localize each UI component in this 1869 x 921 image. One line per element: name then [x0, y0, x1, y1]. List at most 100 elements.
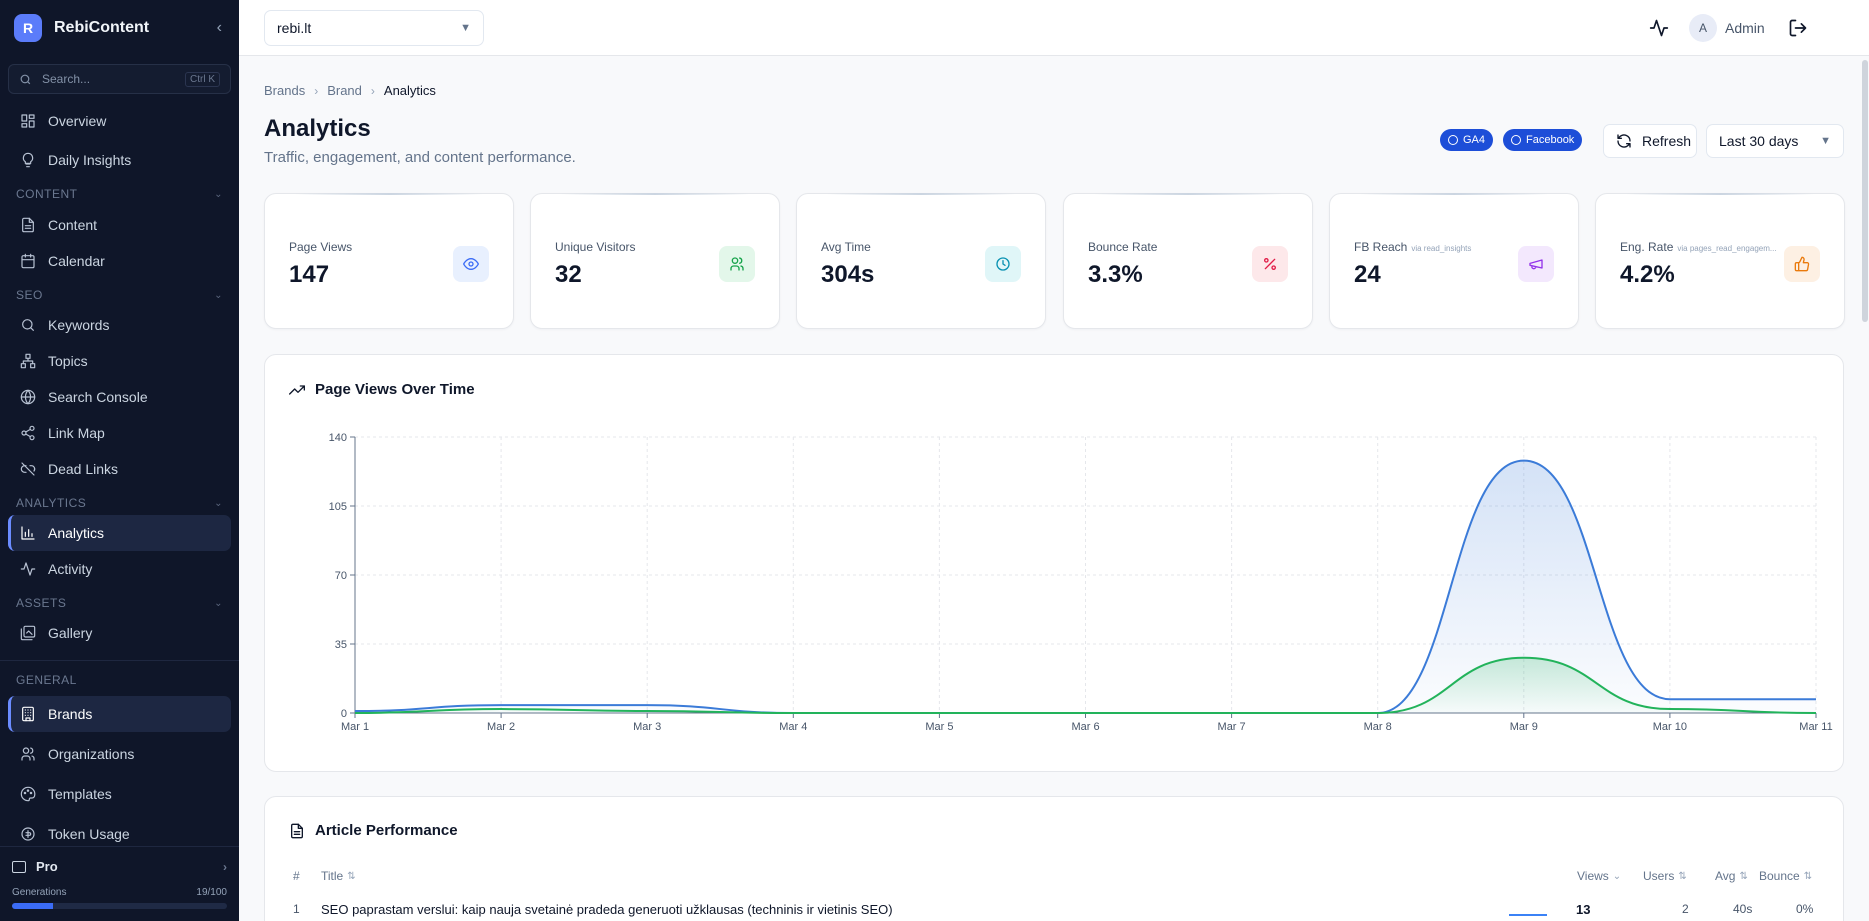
- sidebar-item-organizations[interactable]: Organizations: [8, 736, 231, 772]
- calendar-icon: [21, 253, 35, 269]
- sidebar-item-gallery[interactable]: Gallery: [8, 615, 231, 651]
- period-select[interactable]: Last 30 days ▼: [1706, 124, 1844, 158]
- sidebar-item-dead-links[interactable]: Dead Links: [8, 451, 231, 487]
- divider: [0, 660, 239, 661]
- generations-row: Generations 19/100: [12, 887, 227, 898]
- column-header-avg[interactable]: Avg ⇅: [1715, 869, 1748, 883]
- sidebar-item-overview[interactable]: Overview: [8, 103, 231, 139]
- x-tick-label: Mar 3: [633, 721, 661, 733]
- kpi-card-unique-visitors: Unique Visitors 32: [530, 193, 780, 329]
- section-assets[interactable]: ASSETS ⌄: [16, 596, 223, 610]
- chart-card-title-text: Page Views Over Time: [315, 381, 475, 398]
- breadcrumb: Brands › Brand › Analytics: [264, 83, 436, 98]
- column-header-users[interactable]: Users ⇅: [1643, 869, 1687, 883]
- kpi-value: 24: [1354, 261, 1381, 288]
- building-icon: [22, 706, 34, 722]
- column-header-label: Title: [321, 869, 344, 883]
- kpi-label: Page Views: [289, 240, 352, 254]
- sort-icon: ⇅: [1739, 870, 1748, 882]
- check-circle-icon: [1448, 135, 1458, 145]
- period-select-value: Last 30 days: [1719, 133, 1799, 149]
- sort-icon: ⇅: [1803, 870, 1813, 882]
- sidebar-item-search-console[interactable]: Search Console: [8, 379, 231, 415]
- bar-chart-icon: [21, 526, 35, 540]
- row-title[interactable]: SEO paprastam verslui: kaip nauja svetai…: [321, 902, 893, 917]
- page-scrollbar[interactable]: [1861, 60, 1869, 330]
- topbar-actions: A Admin: [1569, 0, 1869, 56]
- sidebar-item-label: Search Console: [48, 389, 148, 405]
- coins-icon: [21, 827, 35, 841]
- thumbs-up-icon: [1784, 246, 1820, 282]
- sidebar-item-daily-insights[interactable]: Daily Insights: [8, 142, 231, 178]
- activity-icon: [20, 562, 36, 576]
- sidebar-item-brands[interactable]: Brands: [8, 696, 231, 732]
- column-header-title[interactable]: Title ⇅: [321, 869, 356, 883]
- app-name: RebiContent: [54, 19, 150, 36]
- chevron-down-icon: ⌄: [214, 289, 223, 301]
- sidebar-item-label: Organizations: [48, 746, 135, 762]
- chevron-down-icon: ▼: [1820, 135, 1831, 147]
- section-content[interactable]: CONTENT ⌄: [16, 187, 223, 201]
- column-header-views[interactable]: Views ⌄: [1577, 869, 1621, 883]
- kpi-card-page-views: Page Views 147: [264, 193, 514, 329]
- section-seo[interactable]: SEO ⌄: [16, 288, 223, 302]
- sidebar-item-label: Brands: [48, 706, 93, 722]
- kpi-label: Eng. Rate via pages_read_engagem...: [1620, 240, 1777, 254]
- column-header-bounce[interactable]: Bounce ⇅: [1759, 869, 1812, 883]
- breadcrumb-item-brands[interactable]: Brands: [264, 83, 306, 98]
- generations-progress: [12, 903, 227, 909]
- chevron-right-icon: ›: [370, 83, 375, 98]
- site-select[interactable]: rebi.lt ▼: [264, 10, 484, 46]
- scrollbar-thumb[interactable]: [1862, 60, 1868, 322]
- user-name[interactable]: Admin: [1725, 20, 1765, 36]
- collapse-sidebar-icon[interactable]: ‹: [216, 19, 222, 36]
- sidebar-item-keywords[interactable]: Keywords: [8, 307, 231, 343]
- generations-count: 19/100: [196, 887, 227, 898]
- breadcrumb-item-brand[interactable]: Brand: [327, 83, 362, 98]
- x-tick-label: Mar 2: [487, 721, 515, 733]
- x-tick-label: Mar 1: [341, 721, 369, 733]
- lightbulb-icon: [22, 152, 34, 168]
- kpi-value: 304s: [821, 261, 875, 288]
- plan-row[interactable]: Pro ›: [12, 859, 227, 874]
- kpi-card-fb-reach: FB Reach via read_insights 24: [1329, 193, 1579, 329]
- sidebar-item-analytics[interactable]: Analytics: [8, 515, 231, 551]
- logout-icon[interactable]: [1788, 18, 1808, 38]
- sidebar-item-link-map[interactable]: Link Map: [8, 415, 231, 451]
- search-placeholder: Search...: [42, 72, 91, 86]
- activity-icon[interactable]: [1649, 18, 1669, 38]
- sidebar-item-label: Link Map: [48, 425, 105, 441]
- kpi-label: FB Reach via read_insights: [1354, 240, 1471, 254]
- refresh-button[interactable]: Refresh: [1603, 124, 1697, 158]
- sidebar-item-activity[interactable]: Activity: [8, 551, 231, 587]
- trending-up-icon: [289, 384, 305, 395]
- sidebar-item-label: Calendar: [48, 253, 105, 269]
- page-views-chart-card: Page Views Over Time 0 35 70 105 140 Mar 1 Mar…: [264, 354, 1844, 772]
- sidebar-item-calendar[interactable]: Calendar: [8, 243, 231, 279]
- kpi-label-text: Bounce Rate: [1088, 240, 1158, 254]
- grid-icon: [21, 114, 35, 128]
- sidebar-item-topics[interactable]: Topics: [8, 343, 231, 379]
- chevron-right-icon: ›: [223, 859, 227, 874]
- check-circle-icon: [1511, 135, 1521, 145]
- x-tick-label: Mar 11: [1799, 721, 1832, 733]
- generations-label: Generations: [12, 887, 67, 898]
- row-bounce: 0%: [1796, 902, 1814, 916]
- clock-icon: [985, 246, 1021, 282]
- row-num: 1: [293, 902, 300, 916]
- page-title: Analytics: [264, 115, 371, 142]
- kpi-value: 3.3%: [1088, 261, 1143, 288]
- sidebar-item-content[interactable]: Content: [8, 207, 231, 243]
- search-input[interactable]: Search... Ctrl K: [8, 64, 231, 94]
- kpi-label: Unique Visitors: [555, 240, 635, 254]
- avatar[interactable]: A: [1689, 14, 1717, 42]
- x-tick-label: Mar 8: [1364, 721, 1392, 733]
- sidebar-item-token-usage[interactable]: Token Usage: [8, 816, 231, 852]
- series-1-line: [354, 656, 1817, 714]
- y-tick-label: 0: [341, 708, 347, 720]
- search-icon: [20, 74, 31, 84]
- section-analytics[interactable]: ANALYTICS ⌄: [16, 496, 223, 510]
- sidebar-item-templates[interactable]: Templates: [8, 776, 231, 812]
- article-performance-card: Article Performance # Title ⇅ Views ⌄ User…: [264, 796, 1844, 921]
- plan-panel[interactable]: Pro › Generations 19/100: [0, 846, 239, 921]
